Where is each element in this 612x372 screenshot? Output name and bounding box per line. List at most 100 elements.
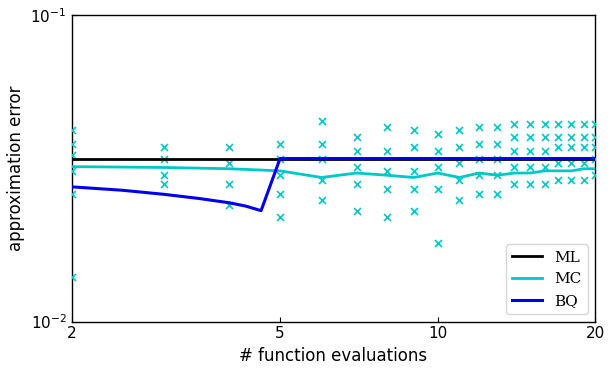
Point [316, 177, 326, 183]
Point [316, 155, 326, 161]
Point [591, 134, 600, 140]
Point [474, 172, 484, 178]
Point [579, 177, 589, 183]
MC [318, 175, 325, 180]
Point [67, 168, 76, 174]
Point [493, 124, 502, 130]
Point [352, 182, 362, 187]
MC [353, 171, 360, 175]
BQ [580, 156, 588, 161]
Point [591, 155, 600, 161]
Point [525, 182, 535, 187]
MC [68, 164, 75, 169]
Point [474, 155, 484, 161]
MC [383, 173, 390, 177]
MC [526, 171, 534, 175]
MC [476, 171, 483, 175]
Point [409, 186, 419, 192]
BQ [592, 156, 599, 161]
Point [67, 128, 76, 134]
Point [275, 141, 285, 147]
Point [509, 164, 519, 170]
Point [433, 131, 442, 137]
Point [433, 240, 442, 246]
Point [455, 144, 465, 150]
Point [579, 134, 589, 140]
BQ [476, 156, 483, 161]
Point [509, 134, 519, 140]
Point [455, 160, 465, 166]
MC [494, 173, 501, 177]
BQ [434, 156, 441, 161]
Point [225, 160, 234, 166]
Point [554, 177, 564, 183]
MC [160, 165, 168, 170]
Point [509, 182, 519, 187]
Point [591, 172, 600, 178]
Point [579, 121, 589, 127]
Point [455, 128, 465, 134]
Point [352, 134, 362, 140]
Point [493, 172, 502, 178]
Point [352, 208, 362, 214]
BQ [353, 156, 360, 161]
Point [579, 160, 589, 166]
Point [382, 186, 392, 192]
Point [554, 134, 564, 140]
BQ [568, 156, 575, 161]
Point [67, 191, 76, 197]
BQ [555, 156, 562, 161]
Point [382, 214, 392, 219]
BQ [68, 185, 75, 189]
Point [316, 118, 326, 124]
Point [567, 134, 577, 140]
BQ [526, 156, 534, 161]
BQ [160, 192, 168, 196]
Point [225, 202, 234, 208]
BQ [242, 204, 250, 208]
BQ [258, 208, 265, 213]
Point [67, 274, 76, 280]
Point [525, 148, 535, 154]
Point [409, 208, 419, 214]
Point [455, 177, 465, 183]
Point [409, 128, 419, 134]
MC [434, 171, 441, 175]
Point [474, 124, 484, 130]
Point [540, 121, 550, 127]
Point [554, 160, 564, 166]
Point [567, 160, 577, 166]
Point [225, 182, 234, 187]
BQ [494, 156, 501, 161]
Point [493, 155, 502, 161]
BQ [318, 156, 325, 161]
MC [277, 169, 284, 173]
Point [540, 134, 550, 140]
MC [510, 171, 518, 175]
Point [567, 144, 577, 150]
MC [541, 169, 548, 173]
MC [226, 167, 233, 171]
Point [409, 144, 419, 150]
Point [525, 121, 535, 127]
Point [474, 141, 484, 147]
Point [433, 186, 442, 192]
X-axis label: # function evaluations: # function evaluations [239, 347, 428, 365]
BQ [119, 188, 126, 192]
Point [382, 168, 392, 174]
Point [67, 141, 76, 147]
Point [316, 196, 326, 202]
Legend: ML, MC, BQ: ML, MC, BQ [506, 244, 588, 314]
Point [409, 168, 419, 174]
Point [352, 164, 362, 170]
Point [275, 155, 285, 161]
Point [554, 121, 564, 127]
Point [567, 177, 577, 183]
BQ [383, 156, 390, 161]
Point [433, 148, 442, 154]
Point [567, 121, 577, 127]
BQ [195, 196, 203, 201]
Y-axis label: approximation error: approximation error [7, 86, 25, 251]
Point [159, 144, 169, 150]
Point [382, 148, 392, 154]
